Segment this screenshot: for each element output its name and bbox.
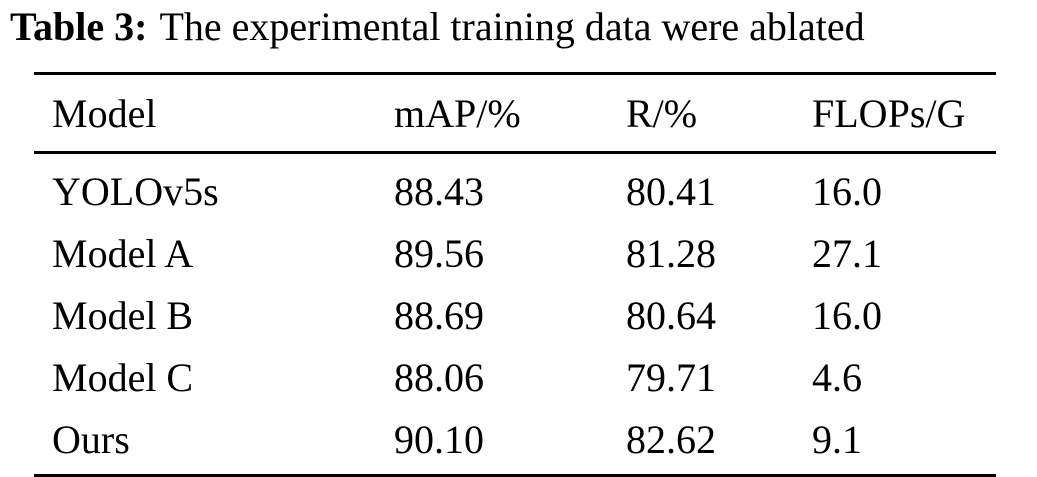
cell-model: Model A bbox=[52, 230, 194, 276]
header-model: Model bbox=[52, 90, 157, 136]
cell-map: 88.06 bbox=[394, 354, 484, 400]
cell-recall: 80.41 bbox=[626, 168, 716, 214]
cell-flops: 9.1 bbox=[812, 416, 862, 462]
table-header: Model mAP/% R/% FLOPs/G bbox=[34, 73, 996, 153]
cell-model: YOLOv5s bbox=[52, 168, 219, 214]
cell-map: 88.69 bbox=[394, 292, 484, 338]
ablation-table: Model mAP/% R/% FLOPs/G YOLOv5s 88.43 80… bbox=[34, 72, 996, 477]
header-map: mAP/% bbox=[394, 90, 521, 136]
cell-flops: 16.0 bbox=[812, 168, 882, 214]
table-row: Model A 89.56 81.28 27.1 bbox=[34, 222, 996, 284]
table-row: Model B 88.69 80.64 16.0 bbox=[34, 284, 996, 346]
cell-map: 90.10 bbox=[394, 416, 484, 462]
table-body: YOLOv5s 88.43 80.41 16.0 Model A 89.56 8… bbox=[34, 153, 996, 476]
caption-text: The experimental training data were abla… bbox=[159, 4, 865, 49]
cell-recall: 80.64 bbox=[626, 292, 716, 338]
ablation-table-container: Model mAP/% R/% FLOPs/G YOLOv5s 88.43 80… bbox=[34, 72, 996, 477]
cell-model: Model C bbox=[52, 354, 194, 400]
table-row: YOLOv5s 88.43 80.41 16.0 bbox=[34, 153, 996, 223]
cell-flops: 27.1 bbox=[812, 230, 882, 276]
cell-recall: 79.71 bbox=[626, 354, 716, 400]
table-caption: Table 3: The experimental training data w… bbox=[10, 2, 1034, 52]
cell-map: 89.56 bbox=[394, 230, 484, 276]
cell-recall: 82.62 bbox=[626, 416, 716, 462]
caption-label: Table 3: bbox=[10, 4, 148, 49]
cell-flops: 4.6 bbox=[812, 354, 862, 400]
header-row: Model mAP/% R/% FLOPs/G bbox=[34, 73, 996, 153]
cell-recall: 81.28 bbox=[626, 230, 716, 276]
table-row: Model C 88.06 79.71 4.6 bbox=[34, 346, 996, 408]
cell-flops: 16.0 bbox=[812, 292, 882, 338]
cell-model: Ours bbox=[52, 416, 130, 462]
header-flops: FLOPs/G bbox=[812, 90, 966, 136]
cell-map: 88.43 bbox=[394, 168, 484, 214]
cell-model: Model B bbox=[52, 292, 194, 338]
header-recall: R/% bbox=[626, 90, 698, 136]
table-row: Ours 90.10 82.62 9.1 bbox=[34, 408, 996, 476]
